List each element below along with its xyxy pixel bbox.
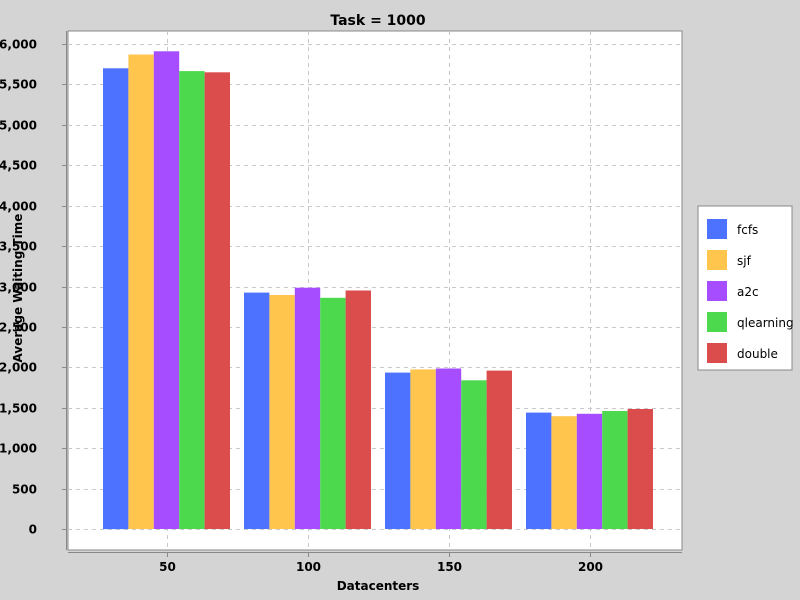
bar-fcfs-100: [244, 292, 270, 529]
y-tick-label: 1,000: [0, 442, 37, 456]
bar-double-50: [204, 72, 230, 530]
x-tick-label: 200: [578, 560, 603, 574]
bar-a2c-50: [153, 51, 180, 530]
y-tick-label: 5,500: [0, 78, 37, 92]
bar-a2c-100: [294, 287, 321, 529]
bar-a2c-200: [576, 413, 603, 529]
y-tick-label: 3,000: [0, 281, 37, 295]
bar-sjf-100: [269, 295, 295, 529]
bar-qlearning-150: [461, 380, 487, 529]
y-axis: 0 500 1,000 1,500 2,000 2,500 3,000 3,500 4,000 4…: [0, 31, 67, 550]
legend-swatch-fcfs: [707, 219, 727, 239]
bar-sjf-200: [551, 416, 577, 529]
x-tick-label: 150: [437, 560, 462, 574]
legend-swatch-qlearning: [707, 312, 727, 332]
legend-swatch-double: [707, 343, 727, 363]
bars: [103, 51, 653, 530]
legend-label-sjf: sjf: [737, 254, 752, 268]
x-axis-label: Datacenters: [337, 579, 420, 593]
bar-fcfs-150: [385, 372, 411, 529]
y-tick-label: 1,500: [0, 402, 37, 416]
y-tick-label: 0: [29, 523, 37, 537]
bar-double-200: [627, 409, 653, 529]
x-tick-label: 100: [296, 560, 321, 574]
bar-sjf-150: [410, 369, 436, 529]
legend-label-a2c: a2c: [737, 285, 759, 299]
bar-a2c-150: [435, 368, 462, 529]
y-tick-label: 2,500: [0, 321, 37, 335]
legend-label-qlearning: qlearning: [737, 316, 794, 330]
legend-swatch-a2c: [707, 281, 727, 301]
legend-label-fcfs: fcfs: [737, 223, 758, 237]
x-axis: 50 100 150 200: [68, 552, 682, 574]
bar-qlearning-100: [320, 297, 346, 529]
y-tick-label: 3,500: [0, 240, 37, 254]
x-tick-label: 50: [159, 560, 176, 574]
bar-double-100: [345, 290, 371, 529]
bar-qlearning-50: [179, 71, 205, 529]
y-tick-label: 4,000: [0, 200, 37, 214]
y-tick-label: 6,000: [0, 38, 37, 52]
bar-qlearning-200: [602, 411, 628, 529]
y-tick-label: 4,500: [0, 159, 37, 173]
legend-label-double: double: [737, 347, 778, 361]
bar-fcfs-50: [103, 68, 129, 530]
legend-swatch-sjf: [707, 250, 727, 270]
y-tick-label: 5,000: [0, 119, 37, 133]
y-axis-label: Average Waiting Time: [11, 214, 25, 363]
bar-sjf-50: [128, 54, 154, 529]
legend: fcfs sjf a2c qlearning double: [697, 205, 794, 371]
bar-double-150: [486, 370, 512, 529]
bar-fcfs-200: [526, 412, 552, 529]
y-tick-label: 2,000: [0, 361, 37, 375]
y-tick-label: 500: [12, 483, 37, 497]
chart-title: Task = 1000: [330, 13, 426, 29]
